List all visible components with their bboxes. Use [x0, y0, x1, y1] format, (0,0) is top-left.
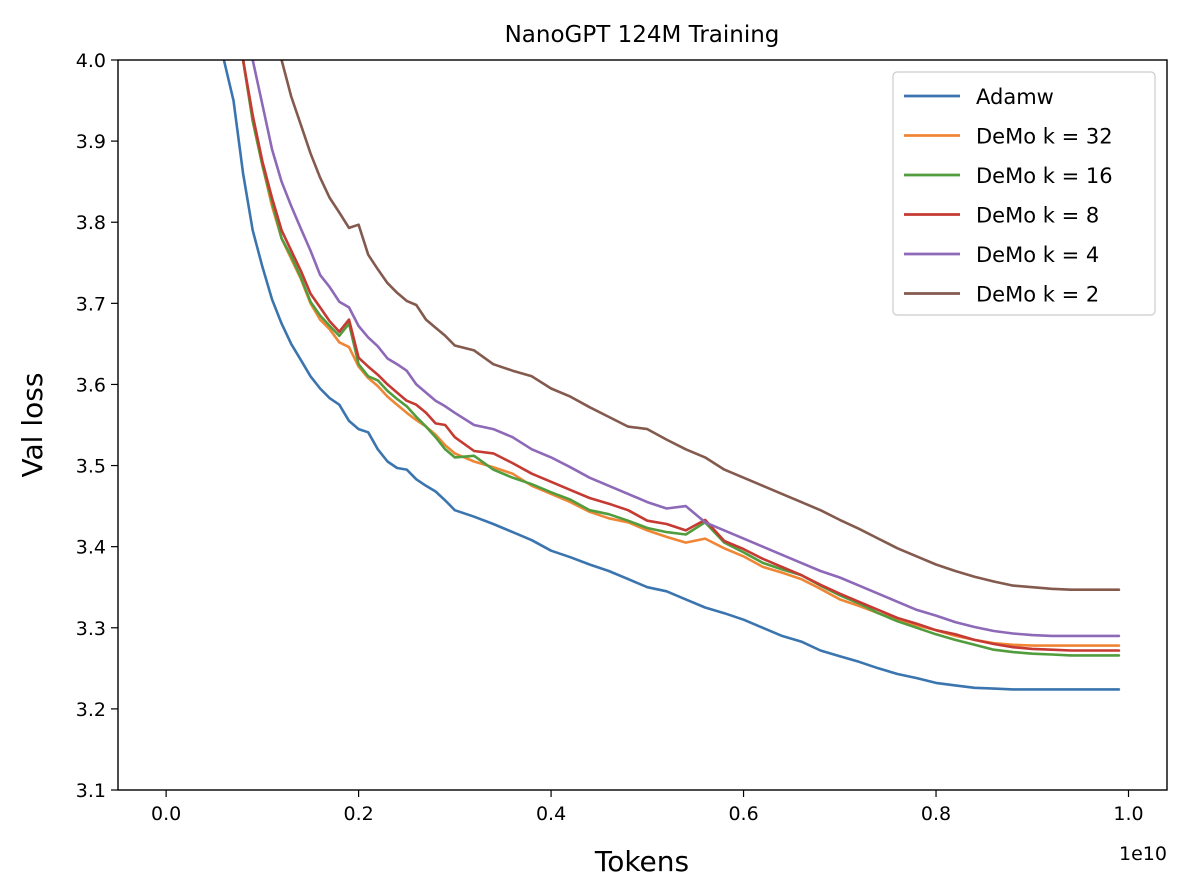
x-tick-label: 0.0 [151, 803, 181, 825]
y-axis-label: Val loss [16, 373, 49, 478]
legend-label: DeMo k = 4 [976, 243, 1099, 267]
legend-label: DeMo k = 2 [976, 283, 1099, 307]
y-tick-label: 3.6 [76, 374, 106, 396]
series-line-3 [241, 60, 1121, 657]
x-axis-label: Tokens [594, 845, 689, 878]
x-tick-label: 0.4 [536, 803, 566, 825]
x-tick-label: 0.8 [921, 803, 951, 825]
y-tick-label: 3.7 [76, 293, 106, 315]
series-line-1 [222, 60, 1121, 691]
legend: Adamw DeMo k = 32 DeMo k = 16 DeMo k = 8 DeM… [892, 71, 1156, 316]
legend-label: Adamw [976, 85, 1054, 109]
y-tick-label: 3.1 [76, 780, 106, 802]
series-group [222, 60, 1121, 691]
series-line-6 [280, 60, 1121, 592]
x-axis: 0.0 0.2 0.4 0.6 0.8 1.0 [151, 790, 1144, 825]
x-axis-offset-label: 1e10 [1119, 843, 1167, 865]
plot-frame [117, 59, 1168, 791]
series-line-4 [241, 60, 1121, 652]
y-tick-label: 3.4 [76, 537, 106, 559]
x-tick-label: 1.0 [1113, 803, 1143, 825]
y-tick-label: 3.5 [76, 456, 106, 478]
y-tick-label: 3.9 [76, 131, 106, 153]
y-tick-label: 3.2 [76, 699, 106, 721]
y-tick-label: 4.0 [76, 50, 106, 72]
y-axis: 3.1 3.2 3.3 3.4 3.5 3.6 3.7 3.8 3.9 4.0 [76, 50, 118, 802]
legend-label: DeMo k = 32 [976, 125, 1113, 149]
legend-label: DeMo k = 8 [976, 204, 1099, 228]
x-tick-label: 0.6 [728, 803, 758, 825]
y-tick-label: 3.8 [76, 212, 106, 234]
chart-title: NanoGPT 124M Training [505, 22, 780, 48]
legend-label: DeMo k = 16 [976, 164, 1113, 188]
x-tick-label: 0.2 [343, 803, 373, 825]
series-line-5 [251, 60, 1121, 638]
y-tick-label: 3.3 [76, 618, 106, 640]
